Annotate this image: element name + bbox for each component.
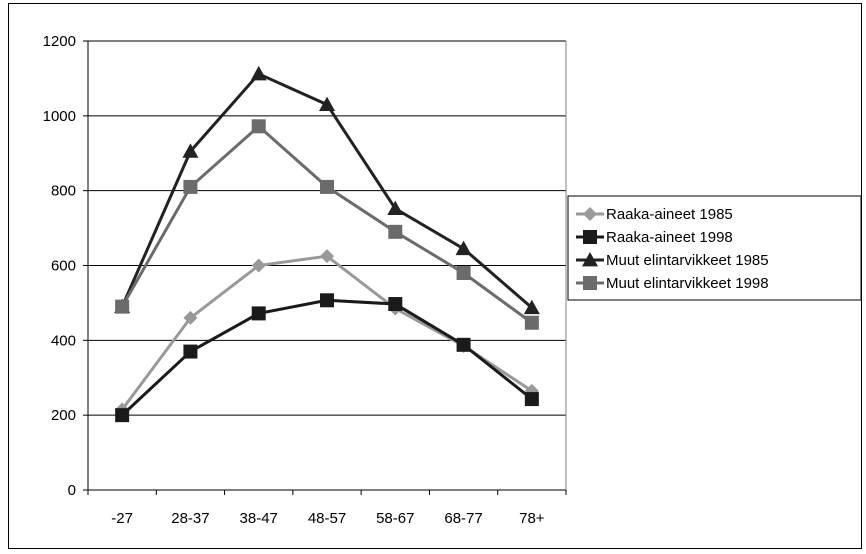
data-point — [320, 179, 334, 194]
x-tick-label: 38-47 — [240, 510, 278, 527]
data-point — [388, 297, 403, 312]
y-tick-label: 0 — [68, 482, 76, 499]
y-tick-label: 600 — [51, 258, 76, 275]
data-point — [183, 344, 198, 359]
data-point — [320, 249, 334, 264]
legend-marker — [583, 276, 597, 290]
data-point — [320, 293, 334, 308]
legend-label: Raaka-aineet 1985 — [606, 206, 733, 223]
data-point — [523, 299, 540, 315]
x-tick-label: 58-67 — [376, 510, 414, 527]
gridlines — [88, 40, 567, 490]
data-point — [456, 337, 471, 352]
series-3 — [114, 65, 540, 315]
y-tick-label: 400 — [51, 332, 76, 349]
data-point — [456, 265, 471, 280]
legend: Raaka-aineet 1985 Raaka-aineet 1998 Muut e… — [567, 195, 862, 301]
legend-item: Muut elintarvikkeet 1985 — [576, 252, 769, 269]
data-point — [251, 306, 266, 321]
series-2 — [115, 293, 539, 423]
data-point — [387, 200, 404, 216]
legend-marker — [582, 252, 598, 267]
x-tick-label: 68-77 — [444, 510, 482, 527]
axes — [83, 40, 567, 495]
x-tick-labels: -27 28-37 38-47 48-57 58-67 68-77 78+ — [111, 510, 545, 527]
y-tick-label: 1200 — [43, 33, 76, 50]
legend-item: Raaka-aineet 1998 — [576, 229, 733, 246]
legend-marker — [583, 207, 597, 221]
data-point — [455, 240, 472, 256]
legend-label: Raaka-aineet 1998 — [606, 229, 733, 246]
data-point — [388, 224, 403, 239]
x-tick-label: -27 — [111, 510, 133, 527]
series-4 — [115, 119, 539, 330]
legend-item: Muut elintarvikkeet 1998 — [576, 275, 769, 292]
y-tick-label: 1000 — [43, 108, 76, 125]
data-point — [524, 315, 539, 330]
x-tick-label: 48-57 — [308, 510, 346, 527]
y-tick-label: 200 — [51, 407, 76, 424]
series-1 — [115, 249, 539, 417]
y-tick-labels: 0 200 400 600 800 1000 1200 — [43, 33, 76, 499]
data-point — [319, 96, 335, 112]
data-point — [115, 408, 130, 423]
data-point — [251, 119, 266, 134]
legend-label: Muut elintarvikkeet 1998 — [606, 275, 769, 292]
legend-item: Raaka-aineet 1985 — [576, 206, 733, 223]
data-point — [183, 310, 198, 325]
legend-label: Muut elintarvikkeet 1985 — [606, 252, 769, 269]
data-point — [251, 258, 266, 273]
data-point — [183, 179, 198, 194]
series-lines — [114, 65, 540, 423]
x-tick-label: 78+ — [519, 510, 545, 527]
data-point — [250, 65, 267, 81]
data-point — [524, 392, 539, 407]
data-point — [182, 143, 199, 158]
x-tick-label: 28-37 — [171, 510, 209, 527]
data-point — [115, 299, 130, 314]
legend-marker — [583, 230, 597, 244]
y-tick-label: 800 — [51, 183, 76, 200]
legend-box — [567, 195, 862, 301]
